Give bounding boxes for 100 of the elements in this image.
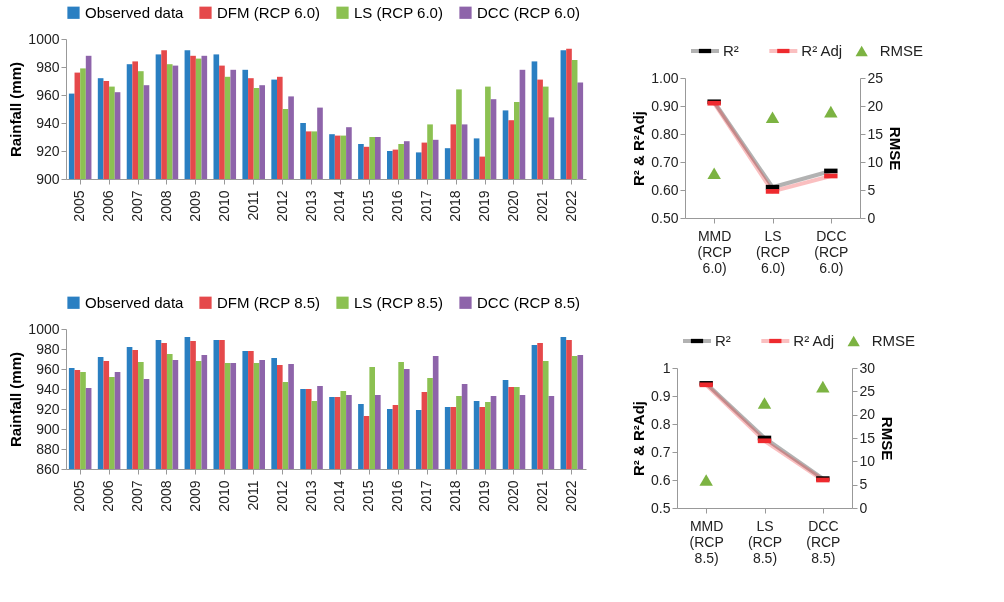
y-tick-label: 980 — [36, 340, 60, 357]
legend-label: LS (RCP 8.5) — [354, 293, 443, 311]
legend-label: Observed data — [85, 293, 185, 311]
y2-tick-label: 25 — [859, 382, 876, 399]
y-tick-label: 1000 — [28, 320, 60, 337]
x-tick-label: 2011 — [244, 480, 261, 511]
x-tick-label: 2005 — [71, 480, 88, 512]
y-tick-label: 0.9 — [651, 387, 671, 404]
y2-tick-label: 30 — [859, 359, 876, 376]
y-tick-label: 900 — [36, 420, 60, 437]
x-tick-label: 2012 — [273, 190, 290, 222]
y-tick-label: 1 — [662, 359, 671, 376]
y-tick-label: 0.50 — [651, 209, 679, 226]
y2-tick-label: 15 — [867, 125, 884, 142]
y-tick-label: 0.8 — [651, 415, 671, 432]
x-tick-label: 2010 — [215, 190, 232, 222]
y2-tick-label: 20 — [867, 97, 884, 114]
legend-label: LS (RCP 6.0) — [354, 3, 443, 21]
x-tick-label: 2017 — [418, 480, 435, 512]
x-tick-label: 2020 — [504, 480, 521, 512]
x-tick-label: 2013 — [302, 480, 319, 512]
x-tick-label: 2015 — [360, 190, 377, 222]
legend-label: DFM (RCP 6.0) — [217, 3, 321, 21]
x-tick-label: 2008 — [157, 190, 174, 222]
x-tick-label: 2010 — [215, 480, 232, 512]
x-tick-label: 2021 — [533, 190, 550, 222]
legend-label: DCC (RCP 6.0) — [477, 3, 581, 21]
y-tick-label: 860 — [36, 460, 60, 477]
x-tick-label: 2006 — [100, 480, 117, 512]
x-tick-label: 2019 — [476, 480, 493, 512]
x-tick-label: 2017 — [418, 190, 435, 222]
x-tick-label: 2022 — [562, 480, 579, 512]
y2-tick-label: 25 — [867, 69, 884, 86]
x-tick-label: 2016 — [389, 190, 406, 222]
x-tick-label: MMD (RCP 6.0) — [697, 227, 732, 276]
y-axis-title: Rainfall (mm) — [7, 61, 25, 158]
y-tick-label: 980 — [36, 58, 60, 75]
y-tick-label: 0.5 — [651, 499, 671, 516]
y2-tick-label: 0 — [859, 499, 868, 516]
y-axis-title: Rainfall (mm) — [7, 351, 25, 448]
legend-label: RMSE — [871, 332, 916, 349]
y-tick-label: 0.80 — [651, 125, 679, 142]
x-tick-label: 2009 — [186, 190, 203, 222]
y-tick-label: 0.7 — [651, 443, 671, 460]
y2-tick-label: 5 — [859, 476, 868, 493]
legend-label: DCC (RCP 8.5) — [477, 293, 581, 311]
legend-label: DFM (RCP 8.5) — [217, 293, 321, 311]
x-tick-label: LS (RCP 8.5) — [747, 517, 783, 566]
x-tick-label: 2005 — [71, 190, 88, 222]
x-tick-label: 2022 — [562, 190, 579, 222]
x-tick-label: MMD (RCP 8.5) — [689, 517, 724, 566]
y-tick-label: 960 — [36, 86, 60, 103]
y-tick-label: 0.70 — [651, 153, 679, 170]
x-tick-label: 2020 — [504, 190, 521, 222]
x-tick-label: 2008 — [157, 480, 174, 512]
x-tick-label: 2014 — [331, 480, 348, 512]
x-tick-label: 2007 — [129, 190, 146, 222]
y-tick-label: 940 — [36, 380, 60, 397]
legend-label: R² Adj — [793, 332, 835, 349]
y-tick-label: 0.60 — [651, 181, 679, 198]
y-tick-label: 0.6 — [651, 471, 671, 488]
x-tick-label: 2012 — [273, 480, 290, 512]
y-tick-label: 920 — [36, 142, 60, 159]
x-tick-label: 2021 — [533, 480, 550, 512]
y2-tick-label: 10 — [859, 452, 876, 469]
y-tick-label: 1000 — [28, 30, 60, 47]
x-tick-label: 2014 — [331, 190, 348, 222]
y-axis-title: R² & R²Adj — [630, 401, 648, 476]
y2-axis-title: RMSE — [887, 126, 905, 171]
y-tick-label: 940 — [36, 114, 60, 131]
x-tick-label: 2013 — [302, 190, 319, 222]
x-tick-label: 2015 — [360, 480, 377, 512]
y2-tick-label: 10 — [867, 153, 884, 170]
x-tick-label: DCC (RCP 6.0) — [814, 227, 849, 276]
y-tick-label: 960 — [36, 360, 60, 377]
y2-axis-title: RMSE — [879, 416, 897, 461]
x-tick-label: 2018 — [447, 480, 464, 512]
y2-tick-label: 5 — [867, 181, 876, 198]
y2-tick-label: 15 — [859, 429, 876, 446]
legend-label: R² — [723, 42, 739, 59]
x-tick-label: 2018 — [447, 190, 464, 222]
y2-tick-label: 0 — [867, 209, 876, 226]
legend-label: R² — [715, 332, 731, 349]
x-tick-label: 2016 — [389, 480, 406, 512]
y-tick-label: 900 — [36, 170, 60, 187]
legend-label: Observed data — [85, 3, 185, 21]
y-axis-title: R² & R²Adj — [630, 111, 648, 186]
x-tick-label: DCC (RCP 8.5) — [806, 517, 841, 566]
x-tick-label: 2006 — [100, 190, 117, 222]
x-tick-label: 2009 — [186, 480, 203, 512]
x-tick-label: 2019 — [476, 190, 493, 222]
y-tick-label: 880 — [36, 440, 60, 457]
x-tick-label: 2007 — [129, 480, 146, 512]
y-tick-label: 920 — [36, 400, 60, 417]
y-tick-label: 1.00 — [651, 69, 679, 86]
legend-label: RMSE — [879, 42, 924, 59]
y-tick-label: 0.90 — [651, 97, 679, 114]
legend-label: R² Adj — [801, 42, 843, 59]
x-tick-label: LS (RCP 6.0) — [755, 227, 791, 276]
x-tick-label: 2011 — [244, 190, 261, 221]
